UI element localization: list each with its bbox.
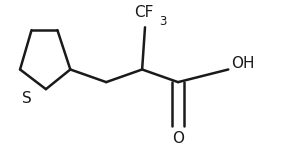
Text: CF: CF: [134, 5, 153, 20]
Text: 3: 3: [160, 15, 167, 28]
Text: S: S: [22, 91, 32, 106]
Text: OH: OH: [231, 56, 255, 71]
Text: O: O: [172, 131, 184, 146]
